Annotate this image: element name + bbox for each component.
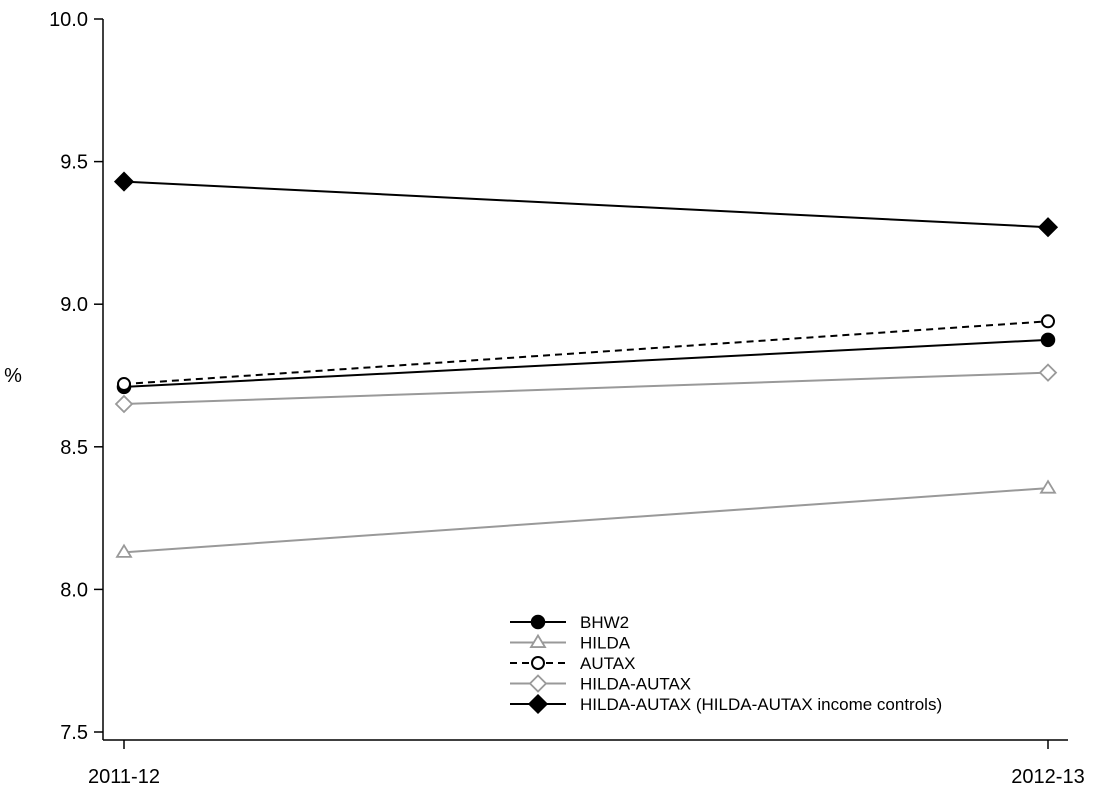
series-5 <box>113 171 1059 238</box>
legend-marker <box>527 693 549 715</box>
data-point <box>1037 217 1059 238</box>
y-axis-title: % <box>4 365 22 387</box>
legend-entry: HILDA <box>510 634 631 653</box>
legend-label: AUTAX <box>580 654 635 673</box>
y-tick-label: 9.0 <box>60 294 88 316</box>
legend-entry: BHW2 <box>510 613 629 632</box>
series-1 <box>116 332 1056 395</box>
legend-marker <box>528 674 548 693</box>
series-group <box>113 171 1059 558</box>
y-tick-label: 8.0 <box>60 579 88 601</box>
legend-label: HILDA-AUTAX <box>580 675 691 694</box>
series-line <box>123 338 1049 388</box>
legend-marker <box>529 633 547 648</box>
legend-entry: HILDA-AUTAX (HILDA-AUTAX income controls… <box>510 693 942 715</box>
series-4 <box>114 363 1058 414</box>
legend-label: HILDA-AUTAX (HILDA-AUTAX income controls… <box>580 695 942 714</box>
data-point <box>114 394 134 414</box>
series-2 <box>115 479 1057 558</box>
axes: 7.5 8.0 8.5 9.0 9.5 10.0 2011-12 2012-13% <box>4 9 1085 788</box>
data-point <box>115 543 133 558</box>
data-point <box>113 171 135 192</box>
x-tick-label: 2011-12 <box>88 766 160 788</box>
data-point <box>1040 332 1056 348</box>
y-tick-label: 7.5 <box>60 722 88 744</box>
series-line <box>123 320 1049 386</box>
y-tick-label: 9.5 <box>60 152 88 174</box>
legend-entry: AUTAX <box>510 654 635 673</box>
series-3 <box>117 314 1055 392</box>
legend-marker <box>531 656 545 670</box>
y-tick-label: 10.0 <box>49 9 88 31</box>
data-point <box>1038 363 1058 382</box>
series-line <box>123 180 1049 229</box>
data-point <box>117 377 131 392</box>
legend-label: HILDA <box>580 634 631 653</box>
legend-entry: HILDA-AUTAX <box>510 674 691 694</box>
x-tick-label: 2012-13 <box>1011 766 1084 788</box>
data-point <box>1041 314 1055 329</box>
legend-label: BHW2 <box>580 613 629 632</box>
data-point <box>1039 479 1057 494</box>
series-line <box>123 487 1049 554</box>
legend-marker <box>530 614 546 630</box>
series-line <box>123 371 1049 406</box>
y-tick-label: 8.5 <box>60 437 88 459</box>
